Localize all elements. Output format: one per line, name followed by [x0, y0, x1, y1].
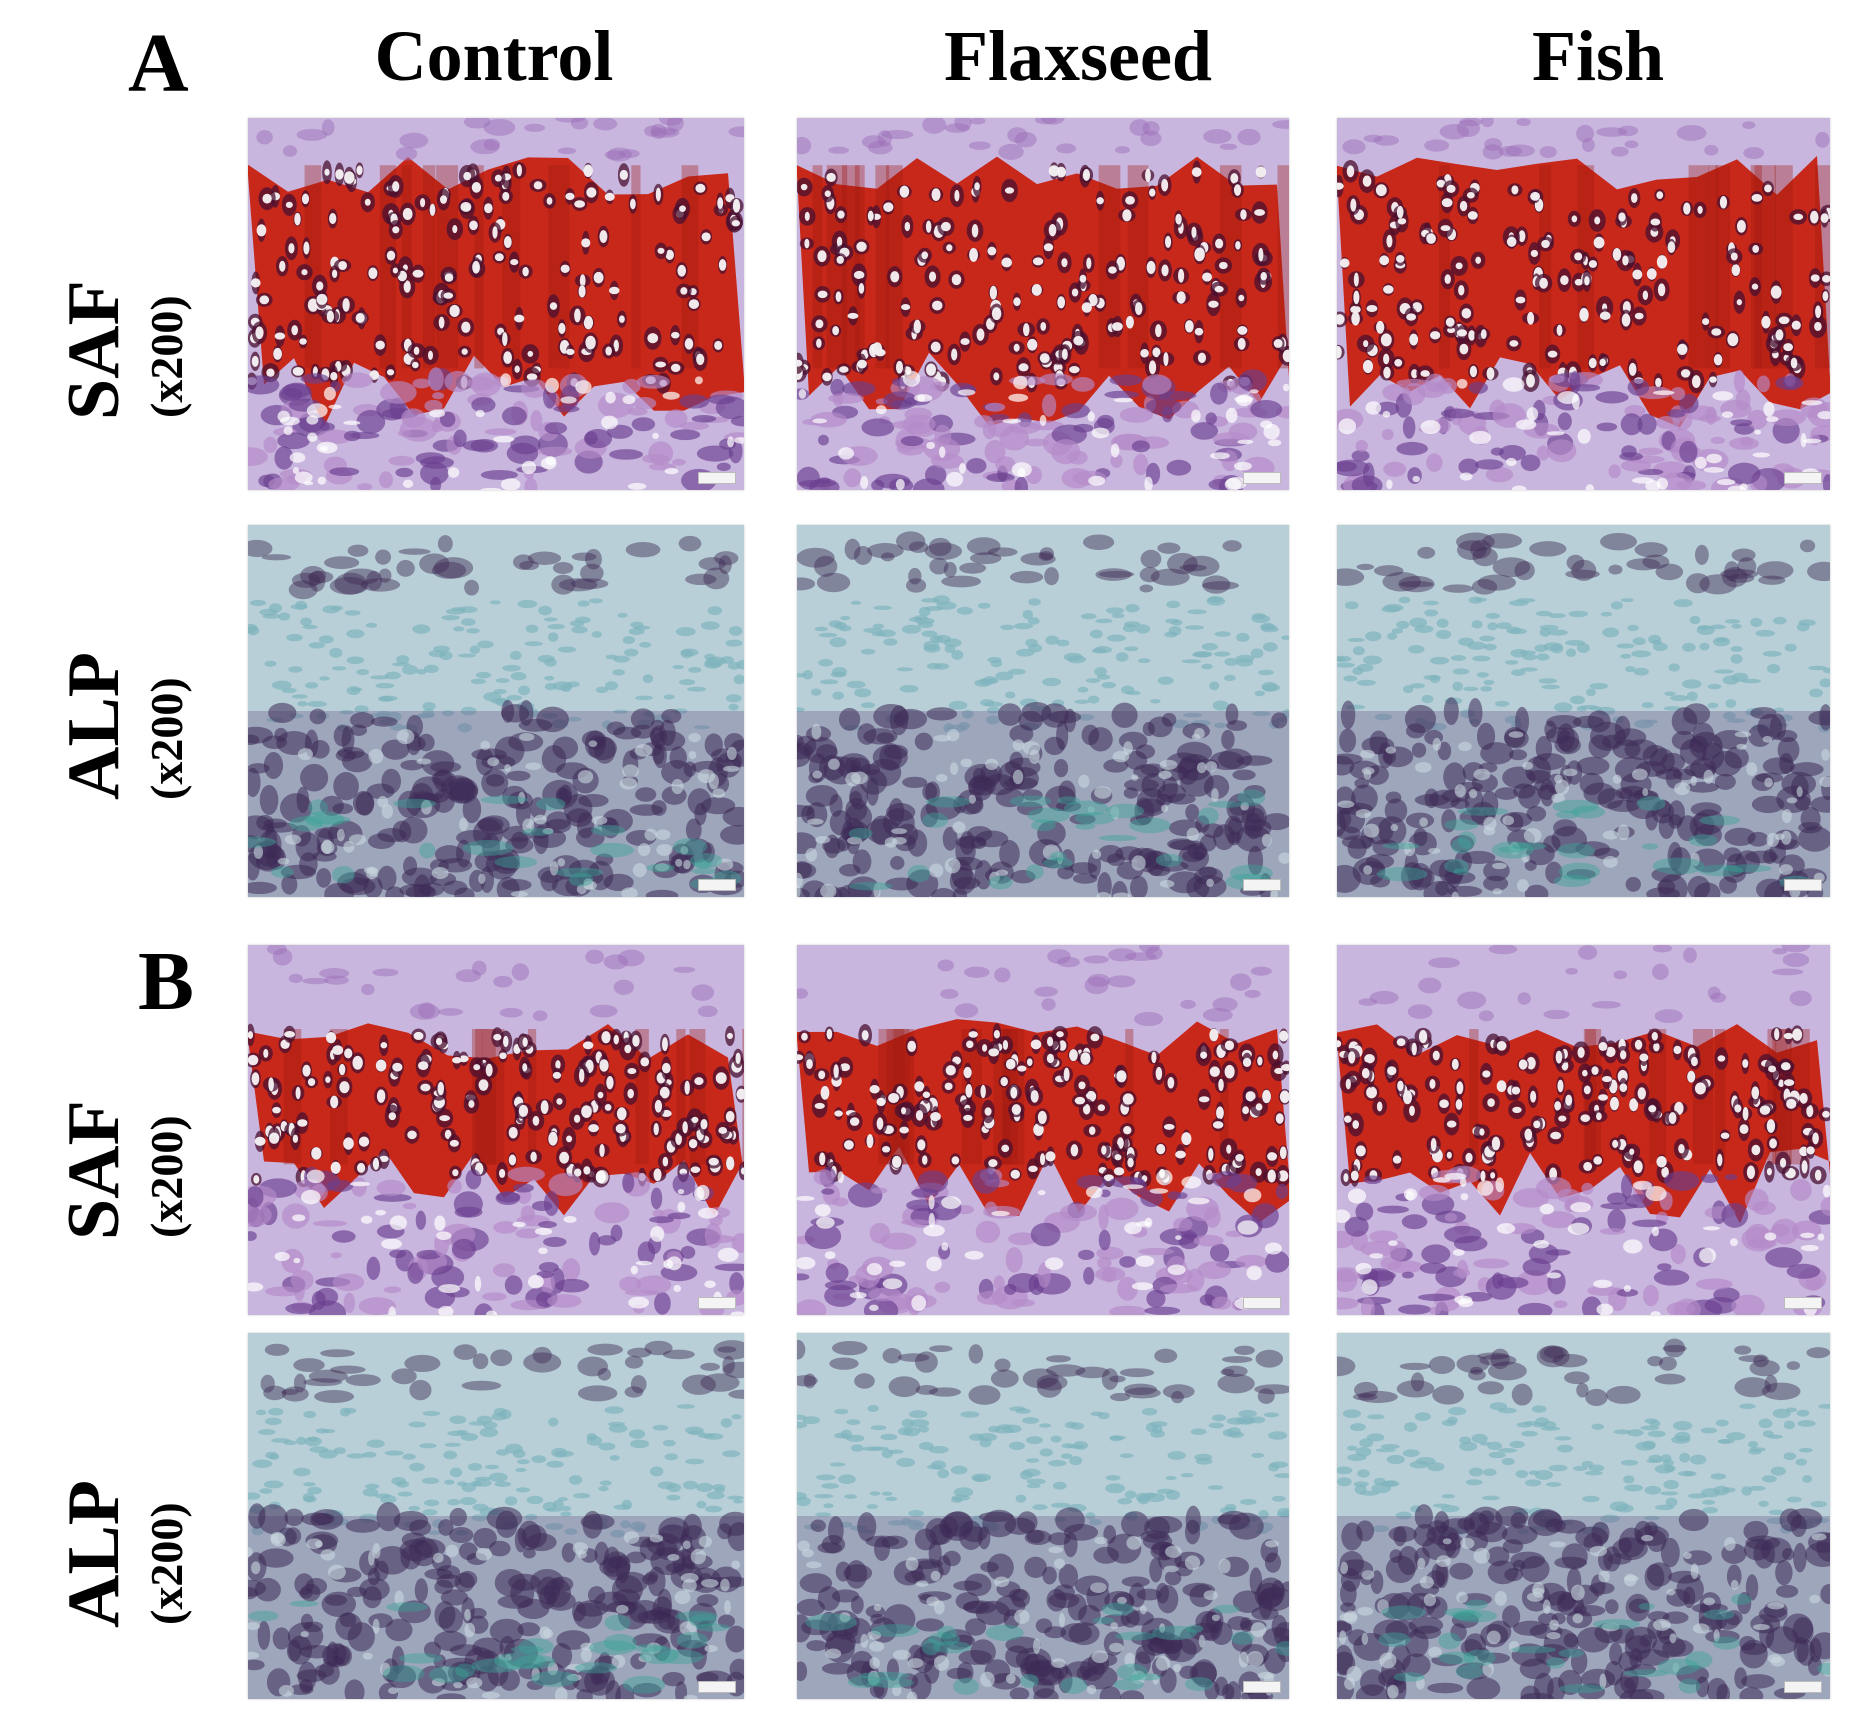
- scale-bar: [698, 1297, 736, 1309]
- micrograph-a-alp-flaxseed: [797, 525, 1289, 897]
- scale-bar: [698, 879, 736, 891]
- row-magnification-label: (x200): [141, 295, 192, 418]
- micrograph-b-alp-flaxseed: [797, 1333, 1289, 1699]
- scale-bar: [1243, 472, 1281, 484]
- row-stain-label: SAF: [53, 280, 135, 420]
- micrograph-b-saf-flaxseed: [797, 945, 1289, 1315]
- micrograph-a-alp-fish: [1337, 525, 1830, 897]
- micrograph-a-alp-control: [248, 525, 744, 897]
- scale-bar: [698, 472, 736, 484]
- scale-bar: [1243, 1297, 1281, 1309]
- micrograph-b-saf-control: [248, 945, 744, 1315]
- micrograph-a-saf-fish: [1337, 118, 1830, 490]
- scale-bar: [1784, 1297, 1822, 1309]
- row-stain-label: SAF: [53, 1100, 135, 1240]
- scale-bar: [1784, 472, 1822, 484]
- panel-label-b: B: [138, 935, 195, 1028]
- micrograph-b-alp-fish: [1337, 1333, 1830, 1699]
- row-stain-label: ALP: [53, 652, 135, 800]
- scale-bar: [1243, 879, 1281, 891]
- scale-bar: [1784, 879, 1822, 891]
- row-magnification-label: (x200): [141, 677, 192, 800]
- column-header-control: Control: [374, 16, 614, 96]
- scale-bar: [1243, 1681, 1281, 1693]
- micrograph-b-alp-control: [248, 1333, 744, 1699]
- scale-bar: [698, 1681, 736, 1693]
- scale-bar: [1784, 1681, 1822, 1693]
- column-header-fish: Fish: [1531, 16, 1665, 96]
- micrograph-a-saf-control: [248, 118, 744, 490]
- column-header-flaxseed: Flaxseed: [944, 16, 1212, 96]
- micrograph-b-saf-fish: [1337, 945, 1830, 1315]
- row-magnification-label: (x200): [141, 1502, 192, 1625]
- row-magnification-label: (x200): [141, 1115, 192, 1238]
- panel-label-a: A: [128, 17, 189, 110]
- micrograph-a-saf-flaxseed: [797, 118, 1289, 490]
- row-stain-label: ALP: [53, 1480, 135, 1628]
